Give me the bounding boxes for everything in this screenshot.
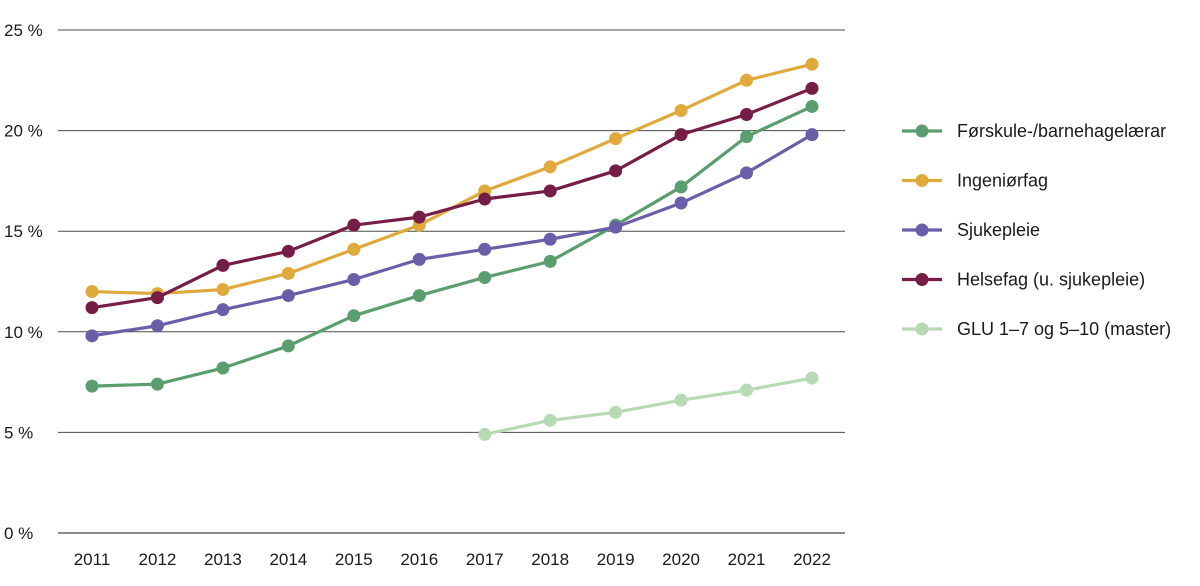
data-point: [412, 252, 426, 266]
data-point: [543, 160, 557, 174]
data-point: [674, 180, 688, 194]
data-point: [412, 289, 426, 303]
legend-item: Ingeniørfag: [902, 171, 1048, 191]
x-tick-label: 2011: [74, 550, 111, 569]
data-point: [740, 73, 754, 87]
legend-label: Sjukepleie: [957, 220, 1040, 240]
data-point: [543, 184, 557, 198]
y-axis-tick-labels: 0 % 5 % 10 % 15 % 20 % 25 %: [4, 21, 43, 543]
data-point: [609, 405, 623, 419]
series-4: [85, 81, 819, 315]
data-point: [805, 99, 819, 113]
data-point: [609, 164, 623, 178]
data-point: [216, 258, 230, 272]
y-tick-label: 20 %: [4, 122, 43, 141]
x-tick-label: 2020: [662, 550, 700, 569]
data-point: [805, 57, 819, 71]
data-point: [412, 210, 426, 224]
series-line: [91, 62, 813, 296]
series-line: [484, 376, 813, 436]
data-point: [543, 254, 557, 268]
data-point: [150, 377, 164, 391]
x-tick-label: 2015: [335, 550, 373, 569]
data-point: [281, 339, 295, 353]
legend-item: Helsefag (u. sjukepleie): [902, 270, 1145, 290]
data-point: [478, 242, 492, 256]
data-point: [740, 108, 754, 122]
data-point: [216, 283, 230, 297]
legend-label: Ingeniørfag: [957, 171, 1048, 191]
gridlines: [58, 29, 845, 534]
data-point: [740, 130, 754, 144]
x-tick-label: 2017: [466, 550, 504, 569]
data-point: [609, 132, 623, 146]
data-point: [478, 192, 492, 206]
series-layer: [85, 57, 819, 441]
legend-item: GLU 1–7 og 5–10 (master): [902, 319, 1171, 339]
y-tick-label: 10 %: [4, 323, 43, 342]
data-point: [347, 309, 361, 323]
data-point: [216, 303, 230, 317]
x-tick-label: 2022: [793, 550, 831, 569]
data-point: [805, 371, 819, 385]
x-tick-label: 2014: [269, 550, 307, 569]
y-tick-label: 25 %: [4, 21, 43, 40]
legend-swatch-marker: [915, 174, 929, 187]
data-point: [674, 393, 688, 407]
legend-item: Førskule-/barnehagelærar: [902, 121, 1166, 141]
legend-swatch-marker: [915, 124, 929, 138]
data-point: [478, 427, 492, 441]
x-tick-label: 2021: [728, 550, 766, 569]
legend-item: Sjukepleie: [902, 220, 1040, 240]
data-point: [478, 270, 492, 284]
y-tick-label: 0 %: [4, 524, 33, 543]
data-point: [347, 272, 361, 286]
data-point: [281, 289, 295, 303]
x-tick-label: 2013: [204, 550, 242, 569]
data-point: [347, 218, 361, 232]
data-point: [609, 220, 623, 234]
legend-label: GLU 1–7 og 5–10 (master): [957, 319, 1171, 339]
legend-label: Førskule-/barnehagelærar: [957, 121, 1166, 141]
data-point: [281, 244, 295, 258]
data-point: [674, 128, 688, 142]
series-line: [91, 86, 813, 310]
legend: Førskule-/barnehagelærar Ingeniørfag Sjuke…: [902, 121, 1171, 339]
data-point: [805, 128, 819, 142]
data-point: [543, 413, 557, 427]
x-tick-label: 2016: [400, 550, 438, 569]
y-tick-label: 15 %: [4, 222, 43, 241]
series-1: [85, 99, 819, 393]
legend-swatch-marker: [915, 273, 929, 286]
data-point: [674, 196, 688, 210]
x-tick-label: 2018: [531, 550, 569, 569]
x-axis-tick-labels: 2011 2012 2013 2014 2015 2016 2017 2018 2019 2020…: [74, 550, 831, 569]
data-point: [85, 301, 99, 315]
legend-swatch-marker: [915, 223, 929, 237]
series-5: [478, 371, 819, 441]
data-point: [150, 319, 164, 333]
x-tick-label: 2012: [139, 550, 177, 569]
series-2: [85, 57, 819, 301]
data-point: [347, 242, 361, 256]
data-point: [216, 361, 230, 375]
data-point: [281, 266, 295, 280]
series-line: [91, 133, 813, 338]
series-3: [85, 128, 819, 343]
data-point: [543, 232, 557, 246]
x-tick-label: 2019: [597, 550, 635, 569]
data-point: [85, 329, 99, 343]
data-point: [740, 383, 754, 397]
series-line: [91, 105, 813, 388]
legend-swatch-marker: [915, 322, 929, 336]
data-point: [85, 379, 99, 393]
legend-label: Helsefag (u. sjukepleie): [957, 270, 1145, 290]
data-point: [805, 81, 819, 95]
data-point: [674, 103, 688, 117]
data-point: [150, 291, 164, 305]
data-point: [85, 285, 99, 299]
y-tick-label: 5 %: [4, 423, 33, 442]
data-point: [740, 166, 754, 180]
